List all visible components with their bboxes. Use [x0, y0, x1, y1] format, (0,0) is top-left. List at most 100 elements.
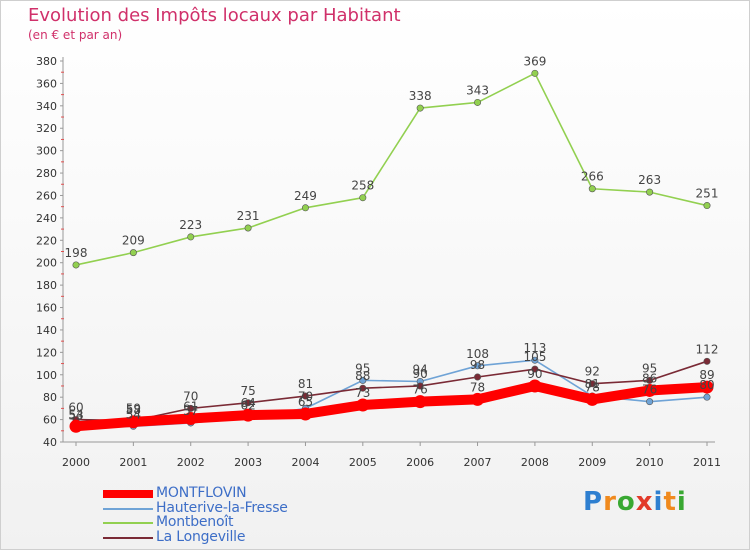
data-label-montflovin: 54 — [68, 407, 83, 421]
x-tick-label: 2004 — [291, 456, 319, 469]
data-label-montflovin: 78 — [585, 380, 600, 394]
data-label-hauterive-la-fresse: 81 — [585, 377, 600, 391]
y-tick-label: 40 — [43, 436, 57, 449]
data-label-montbenoit: 251 — [696, 187, 719, 201]
data-label-montflovin: 58 — [126, 403, 141, 417]
data-point-montflovin — [471, 392, 485, 406]
data-point-hauterive-la-fresse — [359, 376, 367, 384]
y-tick-label: 220 — [36, 234, 57, 247]
data-point-la-longeville — [588, 380, 596, 388]
logo-letter: x — [635, 487, 654, 517]
y-tick-label: 360 — [36, 77, 57, 90]
y-tick-label: 120 — [36, 346, 57, 359]
y-tick-label: 100 — [36, 369, 57, 382]
y-tick-label: 240 — [36, 212, 57, 225]
data-label-hauterive-la-fresse: 54 — [126, 407, 141, 421]
chart-axes: 40 60 80 100 120 140 160 180 200 220 240 260 280 300 3… — [36, 55, 721, 469]
data-point-montbenoit — [244, 224, 252, 232]
data-label-montbenoit: 223 — [179, 218, 202, 232]
data-point-montbenoit — [72, 261, 80, 269]
y-tick-label: 280 — [36, 167, 57, 180]
x-tick-label: 2000 — [62, 456, 90, 469]
data-label-hauterive-la-fresse: 57 — [183, 404, 198, 418]
logo-letter: r — [603, 487, 617, 517]
data-point-la-longeville — [703, 357, 711, 365]
data-label-hauterive-la-fresse: 94 — [413, 362, 428, 376]
y-tick-label: 300 — [36, 145, 57, 158]
data-point-montbenoit — [531, 69, 539, 77]
x-tick-label: 2007 — [464, 456, 492, 469]
data-point-montflovin — [413, 395, 427, 409]
data-label-hauterive-la-fresse: 53 — [68, 408, 83, 422]
data-point-montbenoit — [646, 188, 654, 196]
data-label-montflovin: 65 — [298, 395, 313, 409]
x-tick-label: 2008 — [521, 456, 549, 469]
data-point-hauterive-la-fresse — [703, 393, 711, 401]
data-point-montflovin — [356, 398, 370, 412]
legend-swatch — [103, 490, 153, 498]
x-tick-label: 2001 — [119, 456, 147, 469]
data-label-hauterive-la-fresse: 80 — [699, 378, 714, 392]
legend-label: Montbenoît — [156, 514, 234, 530]
data-label-la-longeville: 112 — [696, 342, 719, 356]
data-label-montbenoit: 231 — [237, 209, 260, 223]
data-label-la-longeville: 70 — [183, 389, 198, 403]
data-label-montbenoit: 263 — [638, 173, 661, 187]
y-tick-label: 320 — [36, 122, 57, 135]
data-point-la-longeville — [531, 365, 539, 373]
data-point-montbenoit — [359, 194, 367, 202]
logo-letter: o — [616, 487, 636, 517]
data-point-la-longeville — [416, 382, 424, 390]
data-point-montflovin — [585, 392, 599, 406]
y-tick-label: 200 — [36, 257, 57, 270]
legend-label: MONTFLOVIN — [156, 485, 247, 501]
data-point-montflovin — [184, 411, 198, 425]
data-label-montflovin: 78 — [470, 380, 485, 394]
data-label-hauterive-la-fresse: 113 — [523, 341, 546, 355]
data-label-montflovin: 76 — [413, 383, 428, 397]
data-point-hauterive-la-fresse — [531, 356, 539, 364]
data-label-montflovin: 64 — [240, 396, 255, 410]
data-label-la-longeville: 88 — [355, 369, 370, 383]
data-point-montflovin — [298, 407, 312, 421]
logo-letter: i — [676, 487, 687, 517]
x-tick-label: 2002 — [177, 456, 205, 469]
legend-swatch — [103, 536, 153, 539]
logo-letter: i — [653, 487, 664, 517]
y-tick-label: 140 — [36, 324, 57, 337]
data-label-la-longeville: 92 — [585, 365, 600, 379]
y-tick-label: 340 — [36, 100, 57, 113]
data-label-hauterive-la-fresse: 108 — [466, 347, 489, 361]
data-label-la-longeville: 105 — [523, 350, 546, 364]
data-label-la-longeville: 95 — [642, 361, 657, 375]
proxiti-logo: Proxiti — [583, 487, 687, 517]
data-point-montbenoit — [129, 249, 137, 257]
data-point-montbenoit — [416, 104, 424, 112]
data-label-montbenoit: 266 — [581, 170, 604, 184]
data-label-la-longeville: 81 — [298, 377, 313, 391]
y-tick-label: 80 — [43, 391, 57, 404]
data-point-la-longeville — [244, 399, 252, 407]
data-point-la-longeville — [187, 404, 195, 412]
data-label-montflovin: 90 — [527, 367, 542, 381]
data-label-hauterive-la-fresse: 70 — [298, 389, 313, 403]
legend-swatch — [103, 522, 153, 524]
data-point-montflovin — [241, 408, 255, 422]
data-label-montbenoit: 198 — [65, 246, 88, 260]
data-label-hauterive-la-fresse: 95 — [355, 361, 370, 375]
data-point-hauterive-la-fresse — [646, 398, 654, 406]
x-tick-label: 2006 — [406, 456, 434, 469]
data-point-hauterive-la-fresse — [474, 362, 482, 370]
data-point-la-longeville — [359, 384, 367, 392]
data-point-montbenoit — [187, 233, 195, 241]
data-point-montbenoit — [588, 185, 596, 193]
data-label-montflovin: 86 — [642, 371, 657, 385]
data-point-montbenoit — [703, 202, 711, 210]
legend-swatch — [103, 507, 153, 510]
series-line-montbenoit — [75, 72, 708, 266]
data-label-montbenoit: 338 — [409, 89, 432, 103]
data-label-montbenoit: 249 — [294, 189, 317, 203]
y-tick-label: 180 — [36, 279, 57, 292]
